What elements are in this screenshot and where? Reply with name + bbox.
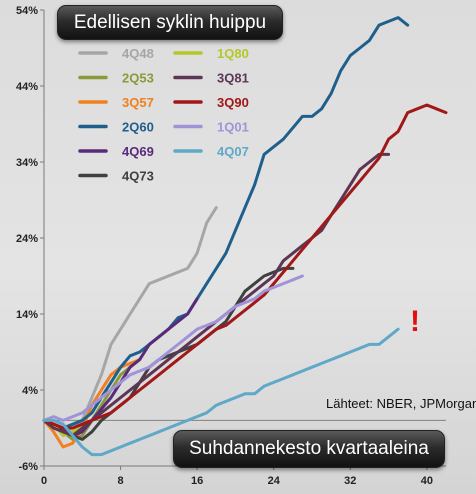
y-tick-label: 34% — [16, 157, 38, 169]
legend-label-1Q80: 1Q80 — [217, 46, 249, 61]
legend-label-3Q81: 3Q81 — [217, 71, 249, 86]
x-tick-label: 16 — [191, 475, 203, 487]
legend-label-4Q48: 4Q48 — [122, 46, 154, 61]
x-tick-label: 8 — [118, 475, 124, 487]
x-tick-label: 24 — [268, 475, 281, 487]
y-tick-label: 24% — [16, 233, 38, 245]
legend-label-2Q60: 2Q60 — [122, 120, 154, 135]
x-tick-label: 40 — [421, 475, 433, 487]
legend-label-4Q73: 4Q73 — [122, 169, 154, 184]
y-tick-label: 44% — [16, 81, 38, 93]
chart-title: Edellisen syklin huippu — [57, 5, 283, 40]
chart-axes: -6% 4% 14% 24% 34% 44% 54% 0 8 16 24 32 40 — [16, 5, 446, 487]
legend-label-2Q53: 2Q53 — [122, 71, 154, 86]
x-tick-label: 0 — [41, 475, 47, 487]
chart-legend: 4Q48 2Q53 3Q57 2Q60 4Q69 4Q73 1Q80 3Q81 3Q90 1Q01… — [78, 46, 249, 184]
series-line-3Q90 — [42, 103, 448, 430]
x-tick-label: 32 — [344, 475, 356, 487]
series-line-4Q07 — [42, 327, 400, 457]
legend-label-4Q07: 4Q07 — [217, 144, 249, 159]
exclamation-mark: ! — [410, 305, 420, 338]
y-tick-label: -6% — [18, 461, 38, 473]
y-tick-label: 54% — [16, 5, 38, 17]
legend-label-3Q57: 3Q57 — [122, 95, 154, 110]
legend-label-3Q90: 3Q90 — [217, 95, 249, 110]
x-axis-title: Suhdannekesto kvartaaleina — [173, 430, 445, 468]
chart-series-lines — [42, 16, 448, 457]
source-note: Lähteet: NBER, JPMorgan — [326, 396, 476, 411]
series-line-1Q01 — [42, 274, 304, 422]
y-tick-label: 14% — [16, 309, 38, 321]
y-tick-label: 4% — [22, 385, 38, 397]
legend-label-1Q01: 1Q01 — [217, 120, 249, 135]
legend-label-4Q69: 4Q69 — [122, 144, 154, 159]
series-line-3Q81 — [42, 152, 391, 438]
series-line-4Q73 — [42, 266, 295, 441]
series-line-2Q60 — [42, 16, 410, 430]
